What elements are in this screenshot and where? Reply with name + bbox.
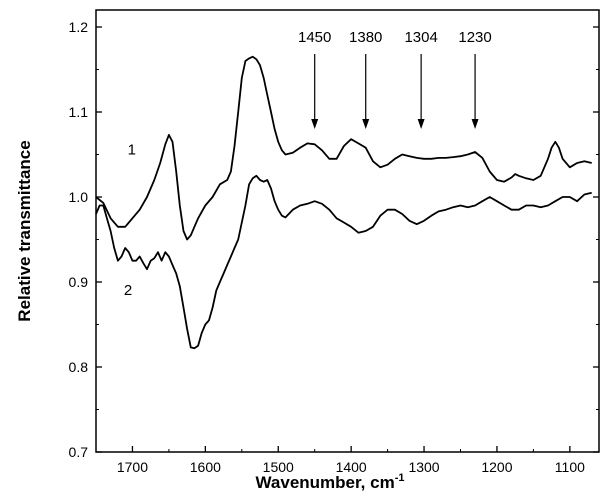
x-tick-label: 1300: [408, 459, 439, 475]
series-2-line: [95, 174, 592, 350]
x-axis: 1700 1600 1500 1400 1300 1200 1100: [95, 446, 585, 475]
annotation-arrow-head: [311, 119, 319, 129]
series-1-line: [95, 55, 592, 241]
x-axis-title-text: Wavenumber, cm: [256, 473, 395, 492]
y-tick-label: 1.1: [69, 104, 89, 120]
annotation-arrow-head: [362, 119, 370, 129]
annotation-label-1450: 1450: [298, 29, 331, 46]
y-tick-label: 1.2: [69, 19, 89, 35]
annotation-label-1230: 1230: [458, 29, 491, 46]
y-tick-label: 1.0: [69, 189, 89, 205]
annotation-arrow-head: [417, 119, 425, 129]
annotation-layer: 1450 1380 1304 1230: [298, 29, 492, 129]
y-tick-label: 0.9: [69, 274, 89, 290]
y-tick-label: 0.8: [69, 359, 89, 375]
plot-frame: [95, 9, 600, 453]
x-axis-title: Wavenumber, cm-1: [256, 472, 405, 492]
series-layer: [95, 55, 592, 350]
y-axis: 0.7 0.8 0.9 1.0 1.1 1.2: [69, 19, 599, 460]
y-tick-label: 0.7: [69, 444, 89, 460]
x-tick-label: 1500: [263, 459, 294, 475]
x-tick-label: 1600: [190, 459, 221, 475]
annotation-label-1304: 1304: [404, 29, 437, 46]
series-label-layer: 12: [124, 142, 136, 299]
annotation-label-1380: 1380: [349, 29, 382, 46]
x-tick-label: 1400: [336, 459, 367, 475]
x-tick-label: 1700: [117, 459, 148, 475]
series-label-1: 1: [128, 142, 136, 159]
x-axis-title-superscript: -1: [395, 472, 405, 484]
series-label-2: 2: [124, 282, 132, 299]
y-axis-title: Relative transmittance: [15, 140, 34, 321]
annotation-arrow-head: [471, 119, 479, 129]
x-tick-label: 1100: [555, 459, 585, 475]
x-tick-label: 1200: [481, 459, 512, 475]
